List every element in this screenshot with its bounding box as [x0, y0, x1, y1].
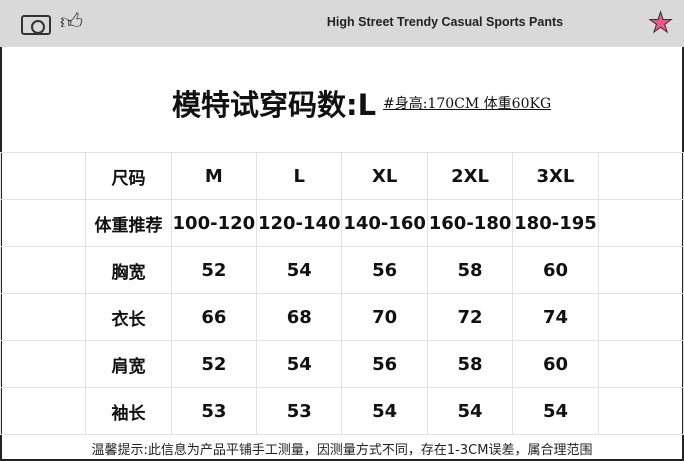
table-row: 衣长 66 68 70 72 74: [0, 293, 684, 341]
table-cell: 74: [512, 293, 599, 341]
table-cell: 54: [512, 387, 599, 435]
table-cell: 120-140: [256, 199, 343, 247]
empty-cell: [597, 246, 684, 294]
table-cell: 53: [256, 387, 343, 435]
table-cell: 60: [512, 340, 599, 388]
top-bar: 👍︎ High Street Trendy Casual Sports Pant…: [0, 0, 684, 47]
row-label: 袖长: [85, 387, 172, 435]
table-cell: 72: [426, 293, 514, 341]
table-cell: 100-120: [170, 199, 258, 247]
row-label: 肩宽: [85, 340, 172, 388]
measurement-note: 温馨提示:此信息为产品平铺手工测量，因测量方式不同，存在1-3CM误差，属合理范…: [91, 443, 593, 458]
table-row: 肩宽 52 54 56 58 60: [0, 340, 684, 388]
empty-cell: [0, 152, 87, 200]
empty-cell: [597, 340, 684, 388]
table-cell: 60: [512, 246, 599, 294]
table-cell: 54: [256, 340, 343, 388]
table-row: 胸宽 52 54 56 58 60: [0, 246, 684, 294]
table-cell: 52: [170, 246, 258, 294]
table-cell: 2XL: [426, 152, 514, 200]
empty-cell: [0, 340, 87, 388]
empty-cell: [0, 246, 87, 294]
table-cell: 68: [256, 293, 343, 341]
empty-cell: [597, 152, 684, 200]
table-cell: L: [256, 152, 343, 200]
table-cell: 53: [170, 387, 258, 435]
table-cell: 58: [426, 340, 514, 388]
table-cell: 140-160: [341, 199, 428, 247]
empty-cell: [0, 387, 87, 435]
camera-icon[interactable]: [21, 15, 51, 35]
table-cell: 54: [341, 387, 428, 435]
table-row: 体重推荐 100-120 120-140 140-160 160-180 180-195: [0, 199, 684, 247]
table-row: 尺码 M L XL 2XL 3XL: [0, 152, 684, 200]
product-title: High Street Trendy Casual Sports Pants: [326, 15, 564, 29]
headline: 模特试穿码数:L: [172, 88, 377, 122]
table-cell: 52: [170, 340, 258, 388]
table-cell: 58: [426, 246, 514, 294]
row-label: 体重推荐: [85, 199, 172, 247]
thumbs-up-icon[interactable]: 👍︎: [60, 10, 83, 35]
size-table: 尺码 M L XL 2XL 3XL 体重推荐 100-120 120-140 140-160 160…: [0, 152, 684, 435]
table-cell: XL: [341, 152, 428, 200]
table-cell: 160-180: [426, 199, 514, 247]
table-cell: 180-195: [512, 199, 599, 247]
table-cell: 66: [170, 293, 258, 341]
table-row: 袖长 53 53 54 54 54: [0, 387, 684, 435]
table-cell: 56: [341, 246, 428, 294]
star-icon[interactable]: ★: [647, 6, 674, 39]
row-label: 尺码: [85, 152, 172, 200]
row-label: 衣长: [85, 293, 172, 341]
empty-cell: [0, 199, 87, 247]
table-cell: 56: [341, 340, 428, 388]
table-cell: 54: [256, 246, 343, 294]
empty-cell: [597, 387, 684, 435]
table-cell: 54: [426, 387, 514, 435]
empty-cell: [597, 293, 684, 341]
model-info: #身高:170CM 体重60KG: [383, 96, 552, 112]
table-cell: 3XL: [512, 152, 599, 200]
row-label: 胸宽: [85, 246, 172, 294]
empty-cell: [0, 293, 87, 341]
table-cell: 70: [341, 293, 428, 341]
table-cell: M: [170, 152, 258, 200]
empty-cell: [597, 199, 684, 247]
